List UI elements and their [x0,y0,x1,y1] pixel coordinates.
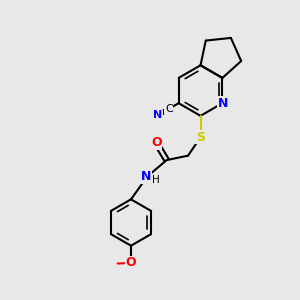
Text: O: O [151,136,162,149]
Text: N: N [153,110,163,120]
Text: H: H [152,175,160,185]
Text: N: N [218,97,228,110]
Text: C: C [165,104,173,114]
Text: S: S [196,131,205,144]
Text: O: O [126,256,136,269]
Text: N: N [141,170,151,183]
